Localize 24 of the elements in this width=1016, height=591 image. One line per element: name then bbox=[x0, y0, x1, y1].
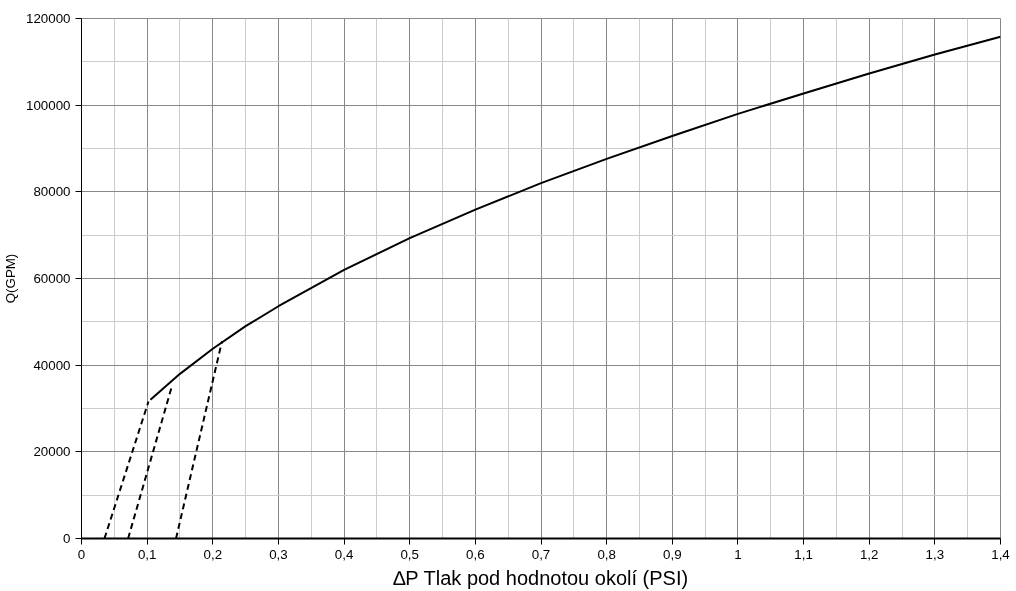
x-tick-label: 0,7 bbox=[531, 546, 551, 562]
x-tick-label: 1 bbox=[734, 546, 742, 562]
y-tick-label: 60000 bbox=[33, 271, 71, 286]
x-tick-label: 0,5 bbox=[400, 546, 419, 562]
x-tick-label: 1,1 bbox=[794, 546, 813, 562]
y-tick-label: 40000 bbox=[33, 357, 71, 373]
x-tick-label: 0,2 bbox=[203, 546, 223, 562]
x-tick-label: 0,3 bbox=[269, 546, 288, 562]
y-tick-label: 120000 bbox=[26, 11, 71, 26]
y-tick-label: 0 bbox=[63, 531, 71, 546]
y-tick-label: 80000 bbox=[33, 184, 71, 200]
x-tick-label: 0,1 bbox=[137, 546, 157, 562]
x-tick-label: 0,9 bbox=[663, 546, 682, 562]
y-tick-label: 100000 bbox=[26, 97, 71, 113]
x-axis-title: ∆P Tlak pod hodnotou okolí (PSI) bbox=[393, 566, 689, 589]
x-tick-label: 0,8 bbox=[597, 546, 616, 562]
x-tick-label: 0,6 bbox=[466, 546, 485, 562]
x-tick-label: 1,3 bbox=[925, 546, 945, 562]
y-axis-title: Q(GPM) bbox=[3, 253, 19, 304]
x-tick-label: 0 bbox=[77, 546, 86, 562]
y-tick-label: 20000 bbox=[33, 444, 71, 460]
x-tick-label: 1,4 bbox=[991, 546, 1011, 562]
x-tick-label: 0,4 bbox=[334, 546, 354, 562]
x-tick-label: 1,2 bbox=[859, 546, 879, 562]
